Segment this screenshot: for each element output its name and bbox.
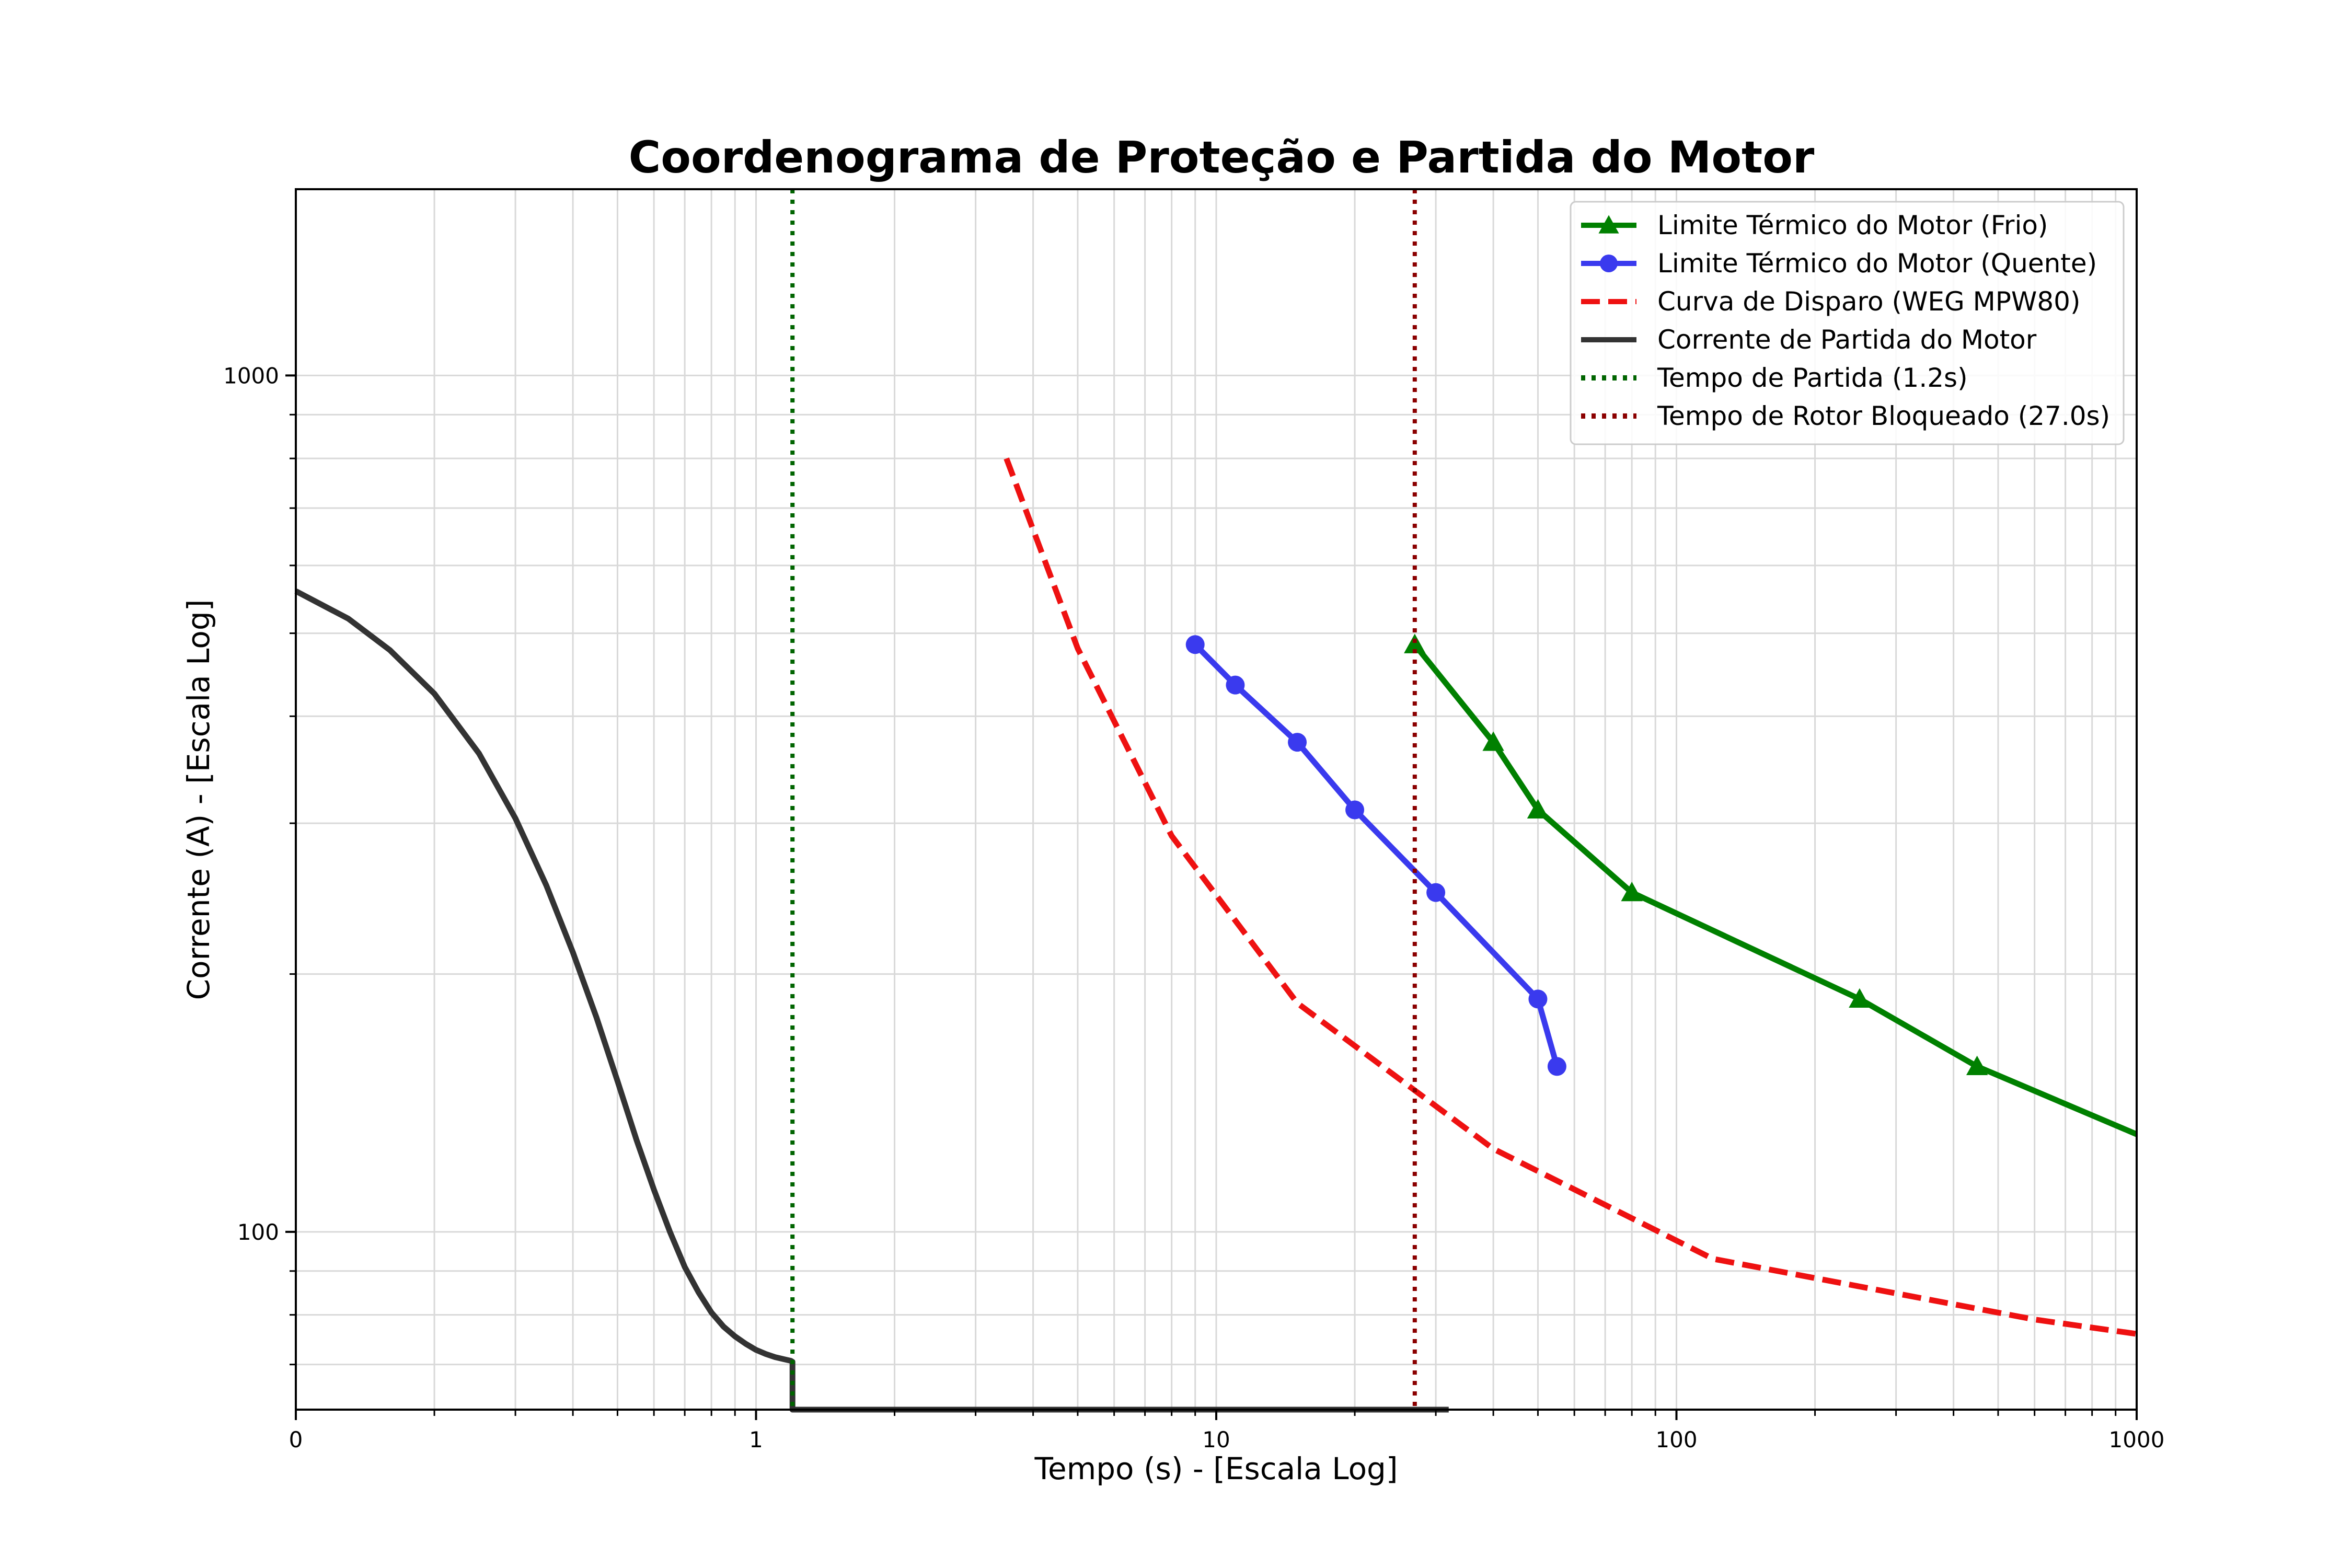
series-line [1004,457,2137,1337]
x-tick-label: 1000 [2109,1427,2165,1452]
chart-title: Coordenograma de Proteção e Partida do M… [629,132,1815,183]
x-tick-label: 1 [749,1427,763,1452]
legend-item: Limite Térmico do Motor (Frio) [1581,210,2048,240]
data-point [1185,635,1205,654]
data-point [1547,1057,1566,1076]
legend-label: Limite Térmico do Motor (Quente) [1657,248,2097,279]
grid [295,189,2137,1410]
legend-item: Curva de Disparo (WEG MPW80) [1581,286,2080,317]
series-limite-termico-do-motor-quente [1185,635,1566,1076]
legend-label: Limite Térmico do Motor (Frio) [1657,210,2048,240]
data-point [1849,988,1871,1008]
series-line [1412,642,2138,1137]
legend-label: Corrente de Partida do Motor [1657,325,2037,355]
axis-ticks: 0 1 10 100 1000 100 1000 [223,363,2164,1452]
legend: Limite Térmico do Motor (Frio) Limite Tér… [1570,201,2125,445]
legend-marker [1598,215,1619,234]
data-point [1404,633,1426,653]
data-point [1345,800,1365,820]
y-tick-label: 1000 [223,363,279,388]
legend-label: Tempo de Partida (1.2s) [1657,363,1968,393]
series-line [1193,642,1560,1067]
legend-box [1570,201,2125,445]
series-corrente-de-partida-do-motor [294,589,1449,1413]
plot-series [294,189,2138,1413]
x-tick-label: 0 [289,1427,303,1452]
x-tick-label: 100 [1655,1427,1697,1452]
legend-item: Limite Térmico do Motor (Quente) [1581,248,2097,279]
x-axis-label: Tempo (s) - [Escala Log] [1034,1451,1398,1486]
data-point [1426,883,1446,902]
y-axis-label: Corrente (A) - [Escala Log] [181,599,216,1000]
series-limite-termico-do-motor-frio [1404,633,2138,1137]
x-tick-label: 10 [1202,1427,1230,1452]
data-point [1482,731,1504,751]
legend-label: Curva de Disparo (WEG MPW80) [1657,286,2080,317]
legend-item: Tempo de Partida (1.2s) [1581,363,1968,393]
data-point [1527,799,1549,819]
series-curva-de-disparo-weg-mpw80 [1004,457,2137,1337]
y-tick-label: 100 [237,1219,279,1245]
data-point [1528,989,1548,1009]
legend-item: Tempo de Rotor Bloqueado (27.0s) [1581,401,2110,431]
data-point [1621,881,1643,902]
data-point [1226,675,1245,695]
series-line [294,589,1449,1413]
data-point [1288,733,1307,752]
legend-item: Corrente de Partida do Motor [1581,325,2037,355]
legend-label: Tempo de Rotor Bloqueado (27.0s) [1657,401,2110,431]
data-point [1966,1055,1988,1075]
legend-marker [1600,255,1618,272]
